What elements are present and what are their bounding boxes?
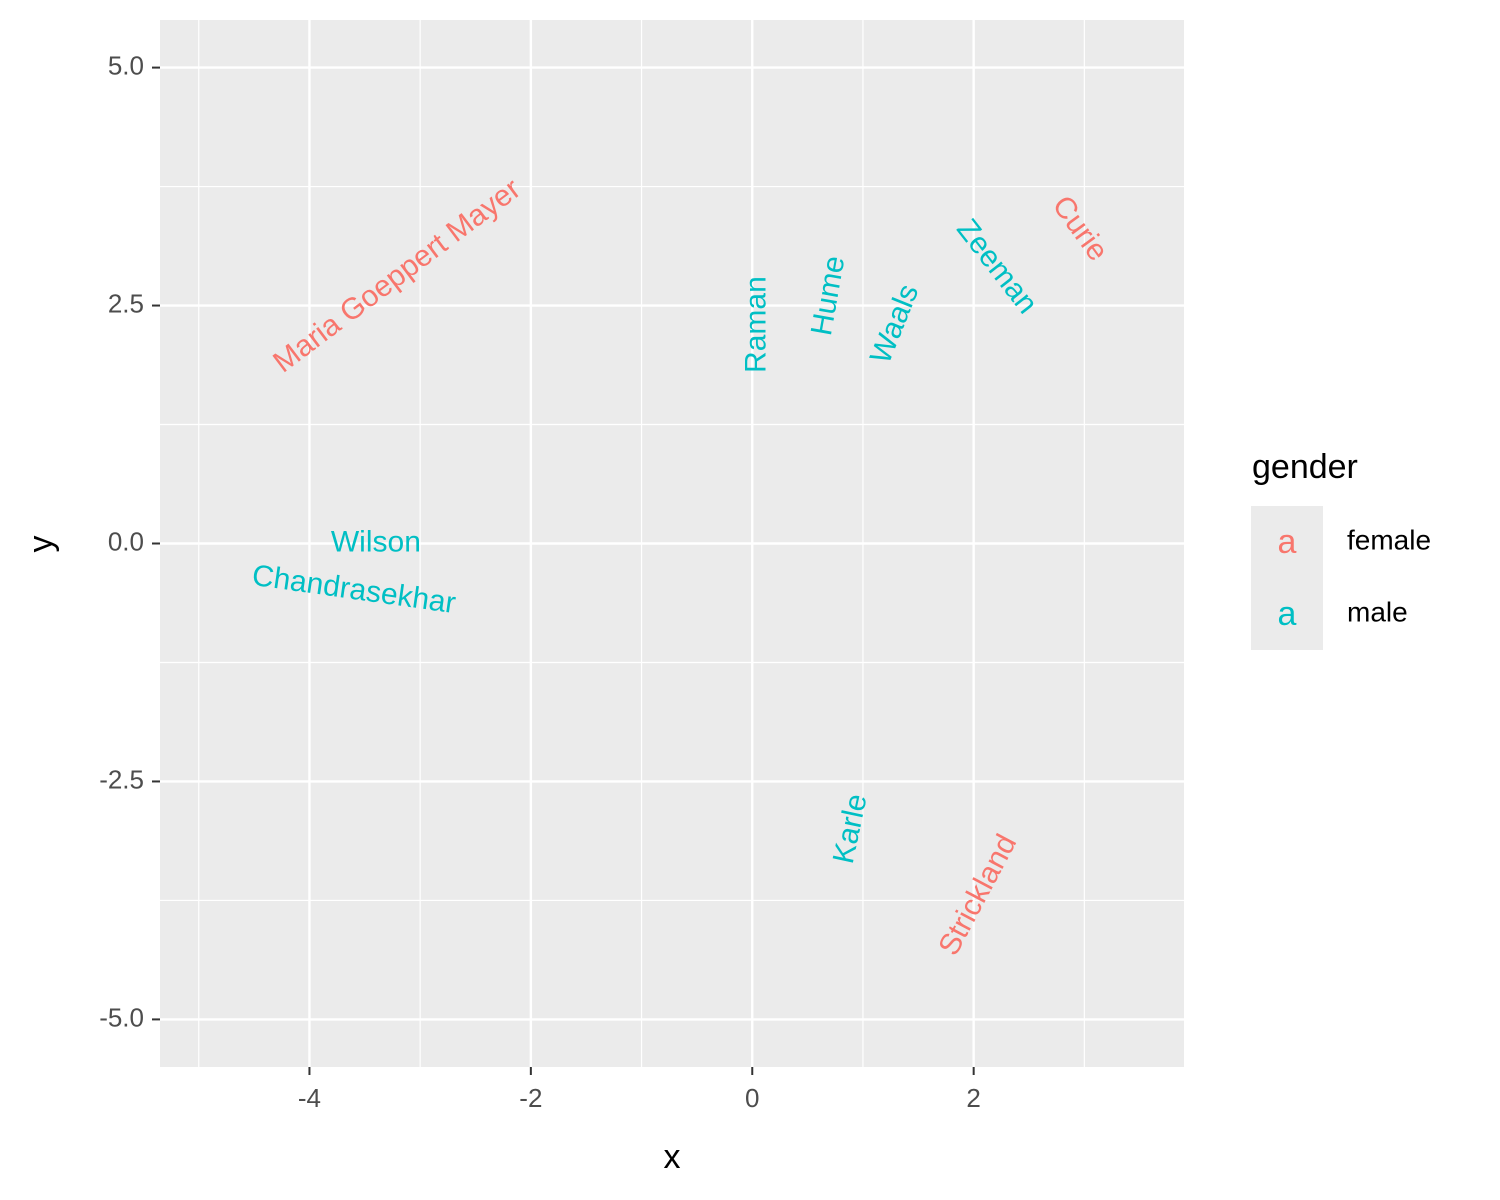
legend-entries: a female a male: [1251, 506, 1431, 650]
legend-key-glyph: a: [1278, 523, 1297, 561]
text-point: Wilson: [331, 525, 421, 558]
y-tick-label: -2.5: [99, 764, 144, 794]
y-tick-label: -5.0: [99, 1002, 144, 1032]
legend-label: male: [1347, 596, 1408, 627]
y-tick-label: 5.0: [108, 50, 144, 80]
legend-key-background: [1251, 578, 1323, 650]
x-tick-label: 2: [966, 1083, 980, 1113]
legend-title: gender: [1252, 448, 1358, 486]
x-tick-label: -2: [519, 1083, 542, 1113]
x-axis: -4 -2 0 2: [298, 1067, 981, 1113]
legend-key-background: [1251, 506, 1323, 578]
text-point: Raman: [740, 276, 773, 373]
x-tick-label: -4: [298, 1083, 321, 1113]
y-axis-title: y: [22, 536, 60, 553]
y-tick-label: 0.0: [108, 526, 144, 556]
x-axis-title: x: [664, 1138, 681, 1176]
y-axis: -5.0 -2.5 0.0 2.5 5.0: [99, 50, 160, 1032]
x-tick-label: 0: [745, 1083, 759, 1113]
grid-major: [160, 20, 1184, 1067]
legend: gender a female a male: [1251, 448, 1431, 650]
y-tick-label: 2.5: [108, 288, 144, 318]
legend-key-glyph: a: [1278, 595, 1297, 633]
legend-label: female: [1347, 524, 1431, 555]
